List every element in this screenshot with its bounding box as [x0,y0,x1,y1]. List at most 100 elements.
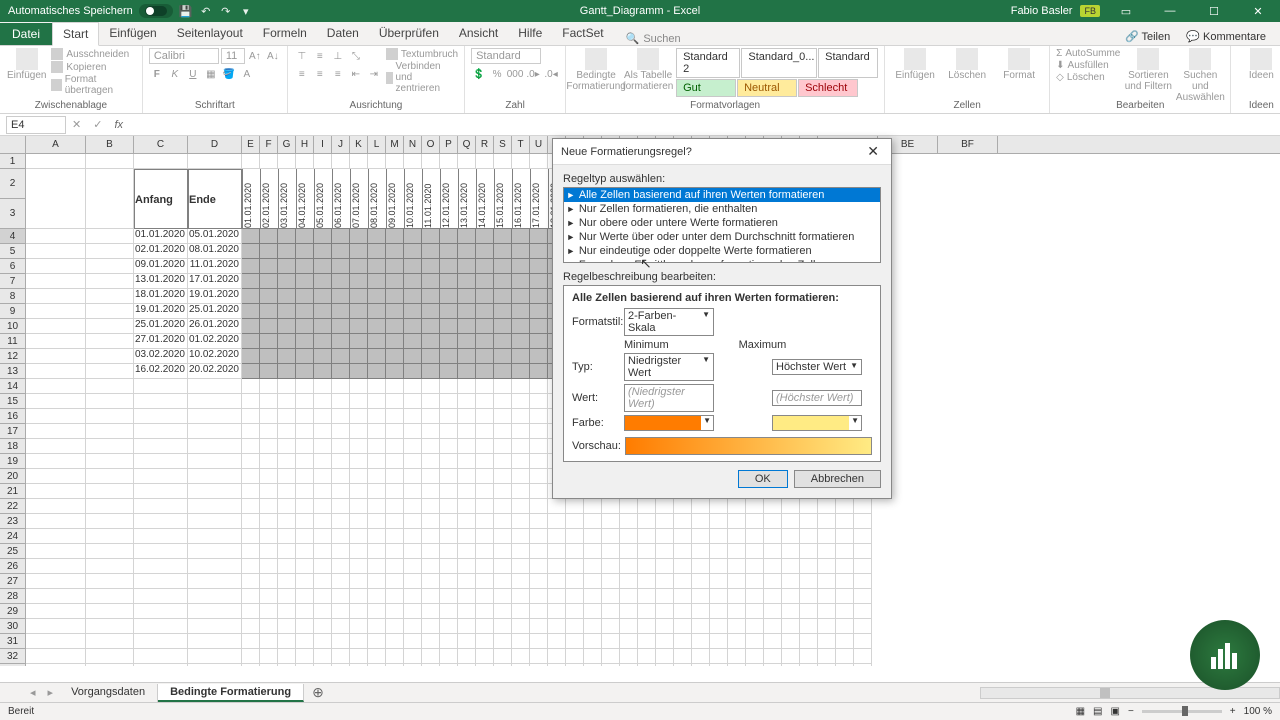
sheet-tab[interactable]: Bedingte Formatierung [158,684,304,702]
colhdr-I[interactable]: I [314,136,332,153]
gantt-cell[interactable] [440,289,458,304]
indent-dec-icon[interactable]: ⇤ [348,66,364,82]
date-header[interactable]: 04.01.2020 [296,169,314,229]
gantt-cell[interactable] [386,364,404,379]
align-left-icon[interactable]: ≡ [294,66,310,82]
close-icon[interactable]: ✕ [1240,0,1276,22]
rowhdr-3[interactable]: 3 [0,199,25,229]
zoom-out-icon[interactable]: − [1128,706,1134,717]
rowhdr-30[interactable]: 30 [0,619,25,634]
rowhdr-17[interactable]: 17 [0,424,25,439]
add-sheet-button[interactable]: ⊕ [304,684,332,701]
gantt-cell[interactable] [350,364,368,379]
date-header[interactable]: 07.01.2020 [350,169,368,229]
delete-cells-button[interactable]: Löschen [943,48,991,81]
gantt-cell[interactable] [512,274,530,289]
gantt-cell[interactable] [314,304,332,319]
copy-button[interactable]: Kopieren [51,61,135,73]
rowhdr-13[interactable]: 13 [0,364,25,379]
rowhdr-12[interactable]: 12 [0,349,25,364]
gantt-cell[interactable] [332,334,350,349]
gantt-cell[interactable] [332,244,350,259]
rowhdr-31[interactable]: 31 [0,634,25,649]
gantt-cell[interactable] [476,349,494,364]
underline-icon[interactable]: U [185,66,201,82]
gantt-cell[interactable] [530,319,548,334]
gantt-cell[interactable] [368,304,386,319]
date-header[interactable]: 13.01.2020 [458,169,476,229]
border-icon[interactable]: ▦ [203,66,219,82]
cell-anfang[interactable]: 27.01.2020 [134,334,188,349]
gantt-cell[interactable] [368,334,386,349]
cell-anfang[interactable]: 09.01.2020 [134,259,188,274]
rowhdr-18[interactable]: 18 [0,439,25,454]
gantt-cell[interactable] [332,274,350,289]
share-button[interactable]: 🔗 Teilen [1119,28,1176,45]
date-header[interactable]: 14.01.2020 [476,169,494,229]
rowhdr-14[interactable]: 14 [0,379,25,394]
rowhdr-9[interactable]: 9 [0,304,25,319]
sheet-nav-last-icon[interactable]: ▸ [42,686,60,699]
gantt-cell[interactable] [314,259,332,274]
cancel-formula-icon[interactable]: ✕ [66,118,87,131]
gantt-cell[interactable] [386,319,404,334]
gantt-cell[interactable] [494,259,512,274]
gantt-cell[interactable] [530,229,548,244]
gantt-cell[interactable] [458,349,476,364]
style-std2[interactable]: Standard 2 [676,48,740,78]
gantt-cell[interactable] [440,259,458,274]
date-header[interactable]: 16.01.2020 [512,169,530,229]
indent-inc-icon[interactable]: ⇥ [366,66,382,82]
gantt-cell[interactable] [350,319,368,334]
rowhdr-23[interactable]: 23 [0,514,25,529]
gantt-cell[interactable] [494,364,512,379]
style-std[interactable]: Standard [818,48,878,78]
gantt-cell[interactable] [296,289,314,304]
rowhdr-4[interactable]: 4 [0,229,25,244]
gantt-cell[interactable] [440,319,458,334]
merge-button[interactable]: Verbinden und zentrieren [386,61,458,94]
gantt-cell[interactable] [386,334,404,349]
bold-icon[interactable]: F [149,66,165,82]
gantt-cell[interactable] [350,349,368,364]
gantt-cell[interactable] [278,259,296,274]
rowhdr-1[interactable]: 1 [0,154,25,169]
zoom-slider[interactable] [1142,710,1222,713]
font-name-combo[interactable]: Calibri [149,48,219,64]
date-header[interactable]: 12.01.2020 [440,169,458,229]
gantt-cell[interactable] [530,289,548,304]
typ-max-combo[interactable]: Höchster Wert▼ [772,359,862,375]
sheet-tab[interactable]: Vorgangsdaten [59,684,158,702]
gantt-cell[interactable] [278,319,296,334]
rowhdr-26[interactable]: 26 [0,559,25,574]
colhdr-M[interactable]: M [386,136,404,153]
tab-daten[interactable]: Daten [317,22,369,45]
help-button[interactable]: ? [686,146,692,158]
format-painter-button[interactable]: Format übertragen [51,74,135,96]
typ-min-combo[interactable]: Niedrigster Wert▼ [624,353,714,381]
clear-button[interactable]: ◇ Löschen [1056,72,1120,83]
insert-cells-button[interactable]: Einfügen [891,48,939,81]
colhdr-D[interactable]: D [188,136,242,153]
dialog-close-button[interactable]: ✕ [863,143,883,160]
cell-ende[interactable]: 05.01.2020 [188,229,242,244]
gantt-cell[interactable] [440,229,458,244]
gantt-cell[interactable] [242,334,260,349]
user-badge[interactable]: FB [1080,5,1100,17]
gantt-cell[interactable] [512,364,530,379]
colhdr-N[interactable]: N [404,136,422,153]
gantt-cell[interactable] [314,319,332,334]
rowhdr-10[interactable]: 10 [0,319,25,334]
gantt-cell[interactable] [296,304,314,319]
date-header[interactable]: 06.01.2020 [332,169,350,229]
gantt-cell[interactable] [458,364,476,379]
enter-formula-icon[interactable]: ✓ [87,118,108,131]
date-header[interactable]: 17.01.2020 [530,169,548,229]
gantt-cell[interactable] [458,304,476,319]
search-label[interactable]: Suchen [643,33,680,45]
select-all-corner[interactable] [0,136,26,153]
colhdr-O[interactable]: O [422,136,440,153]
autosave-toggle[interactable] [139,4,173,18]
font-color-icon[interactable]: A [239,66,255,82]
align-right-icon[interactable]: ≡ [330,66,346,82]
